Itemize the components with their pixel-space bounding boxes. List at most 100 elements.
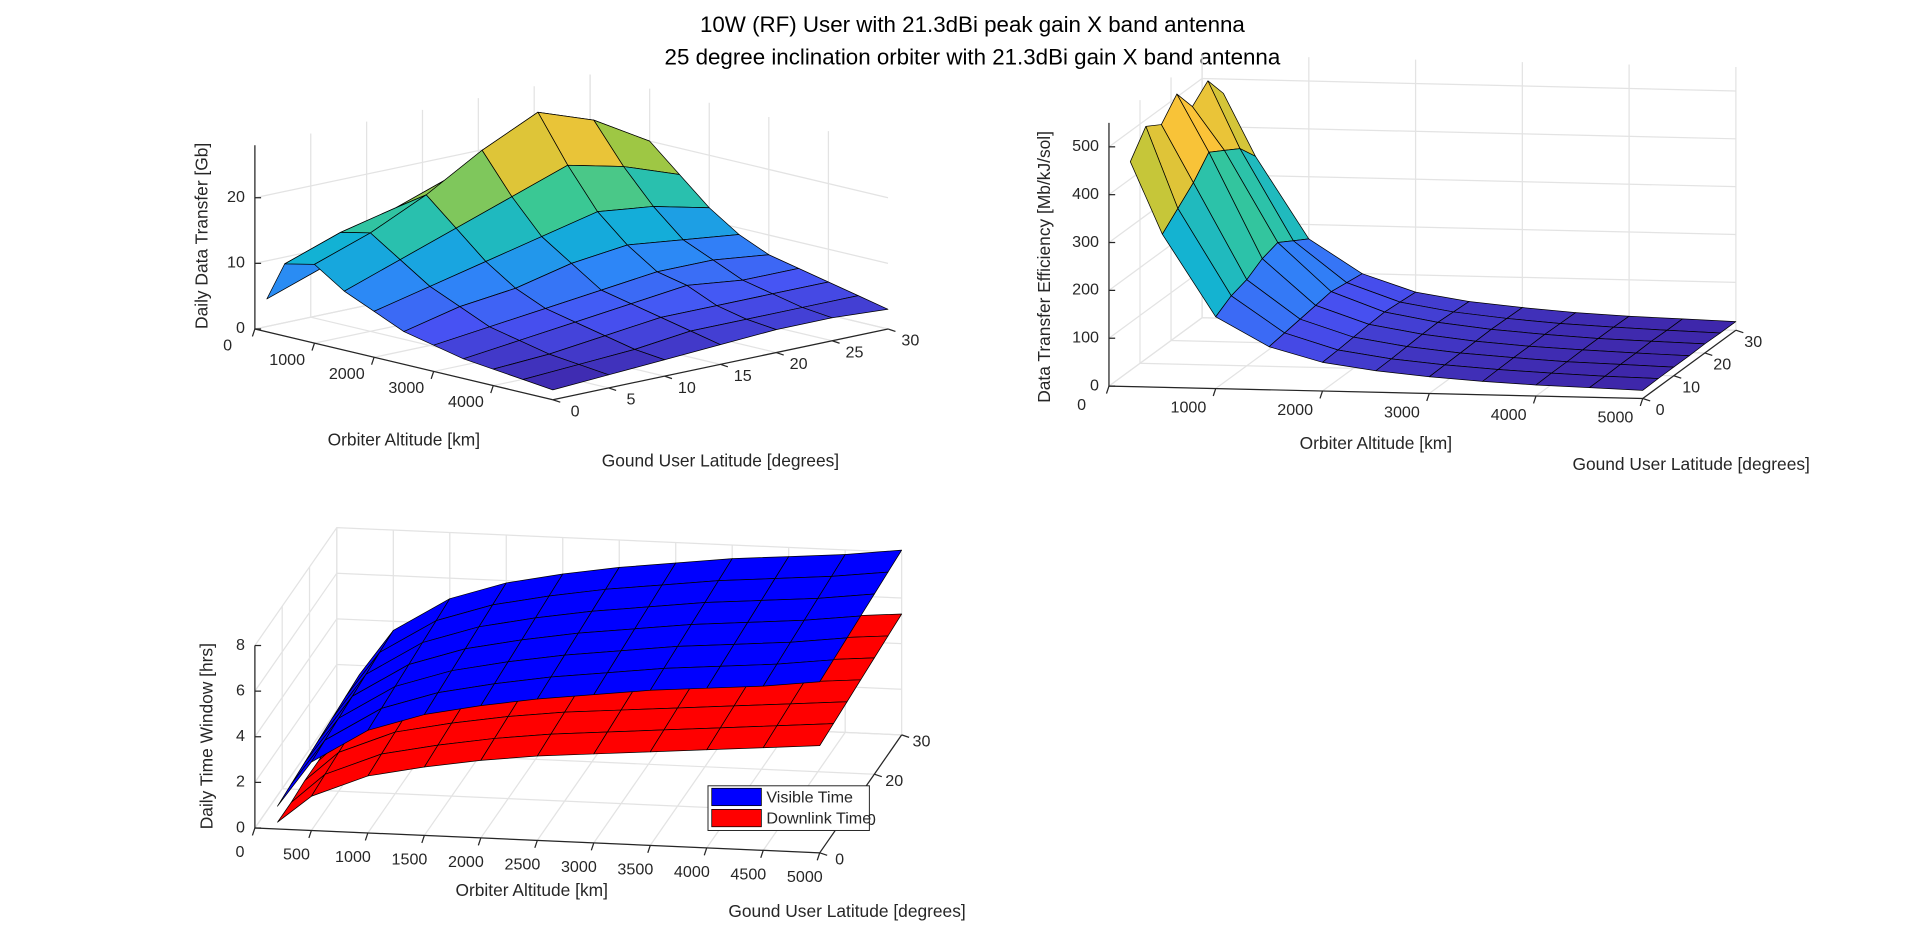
x-tick [1639, 398, 1644, 407]
x-tick-label: 2000 [329, 365, 365, 383]
x-tick [647, 845, 651, 854]
y-tick [1673, 375, 1682, 379]
x-tick [251, 328, 256, 337]
y-tick-label: 30 [913, 733, 931, 751]
y-tick-label: 30 [1744, 333, 1762, 351]
y-tick-label: 10 [1682, 378, 1700, 396]
x-tick-label: 3500 [617, 860, 653, 878]
y-tick [664, 375, 673, 380]
x-axis [254, 328, 553, 401]
x-tick [1532, 395, 1537, 404]
x-tick-label: 4000 [1491, 406, 1527, 424]
x-tick-label: 0 [1077, 396, 1086, 414]
figure-title: 10W (RF) User with 21.3dBi peak gain X b… [700, 12, 1245, 37]
y-tick [887, 328, 896, 333]
x-tick [760, 850, 764, 858]
y-tick [901, 734, 910, 738]
x-tick [1105, 385, 1110, 394]
z-tick-label: 200 [1072, 281, 1099, 299]
x-tick-label: 1000 [269, 351, 305, 369]
y-tick-label: 0 [1656, 401, 1665, 419]
x-tick-label: 500 [283, 846, 310, 864]
legend-label: Downlink Time [766, 810, 871, 828]
z-tick-label: 10 [227, 254, 245, 272]
x-tick-label: 2000 [1277, 401, 1313, 419]
legend-swatch [711, 809, 762, 828]
z-tick-label: 4 [236, 727, 245, 745]
x-tick-label: 4500 [730, 865, 766, 883]
z-tick-label: 500 [1072, 137, 1099, 155]
x-tick [364, 832, 369, 841]
x-tick-label: 1000 [1170, 399, 1206, 417]
x-tick [308, 830, 312, 839]
x-tick-label: 4000 [448, 393, 484, 411]
y-tick-label: 0 [571, 402, 580, 420]
y-tick-label: 0 [835, 851, 844, 869]
x-tick-label: 1000 [335, 848, 371, 866]
x-tick-label: 3000 [561, 858, 597, 876]
y-axis [1642, 329, 1737, 399]
y-tick-label: 20 [790, 355, 808, 373]
z-tick-label: 20 [227, 188, 245, 206]
z-tick-label: 2 [236, 773, 245, 791]
z-axis-label: Data Transfer Efficiency [Mb/kJ/sol] [1034, 131, 1054, 403]
y-tick-label: 20 [885, 772, 903, 790]
z-tick-label: 0 [236, 319, 245, 337]
x-tick [1319, 390, 1324, 399]
x-tick [370, 357, 375, 365]
z-tick-label: 6 [236, 681, 245, 699]
x-tick [477, 837, 482, 846]
figure-subtitle: 25 degree inclination orbiter with 21.3d… [665, 44, 1281, 69]
x-tick-label: 4000 [674, 863, 710, 881]
y-tick [1735, 329, 1744, 334]
x-tick-label: 2500 [504, 856, 540, 874]
y-tick-label: 10 [678, 379, 696, 397]
surface-face [1589, 375, 1659, 391]
y-axis-label: Gound User Latitude [degrees] [728, 901, 965, 921]
x-tick [703, 847, 708, 856]
x-tick-label: 1500 [392, 851, 428, 869]
grid-line [1108, 77, 1736, 148]
z-tick-label: 300 [1072, 233, 1099, 251]
x-tick-label: 5000 [1598, 409, 1634, 427]
z-axis-label: Daily Time Window [hrs] [196, 643, 216, 829]
y-tick-label: 25 [846, 343, 864, 361]
x-tick [430, 371, 435, 380]
chart: 0 1000 2000 3000 4000 5000 0102030010020030040… [1034, 54, 1810, 474]
z-tick-label: 0 [236, 818, 245, 836]
x-tick-label: 3000 [388, 379, 424, 397]
x-tick-label: 3000 [1384, 404, 1420, 422]
x-tick [421, 835, 425, 844]
x-tick [590, 842, 595, 851]
x-tick-label: 5000 [787, 868, 823, 886]
z-axis-label: Daily Data Transfer [Gb] [191, 143, 211, 329]
chart: 0 1000 2000 3000 4000 0 5 10 15 20 25 30 0 10 20 Orbite… [191, 74, 919, 470]
x-tick [251, 827, 256, 836]
x-tick [490, 385, 494, 394]
y-tick [776, 351, 784, 356]
x-axis-label: Orbiter Altitude [km] [1300, 433, 1452, 453]
surface-face [762, 659, 834, 687]
y-tick [831, 340, 840, 344]
y-tick-label: 20 [1713, 356, 1731, 374]
x-tick [534, 840, 538, 849]
y-tick [1642, 397, 1651, 402]
y-tick [720, 363, 729, 368]
legend-label: Visible Time [766, 788, 853, 806]
y-axis-label: Gound User Latitude [degrees] [1572, 454, 1809, 474]
x-tick [816, 852, 821, 861]
y-tick [608, 387, 617, 392]
x-axis-label: Orbiter Altitude [km] [456, 880, 608, 900]
y-tick-label: 5 [627, 391, 636, 409]
legend-swatch [711, 787, 762, 807]
x-axis-label: Orbiter Altitude [km] [328, 429, 480, 449]
z-tick-label: 100 [1072, 328, 1099, 346]
z-tick-label: 400 [1072, 185, 1099, 203]
x-tick [1212, 388, 1217, 397]
surface-face [522, 364, 610, 391]
y-tick-label: 30 [901, 332, 919, 350]
z-tick-label: 8 [236, 636, 245, 654]
y-tick-label: 15 [734, 367, 752, 385]
